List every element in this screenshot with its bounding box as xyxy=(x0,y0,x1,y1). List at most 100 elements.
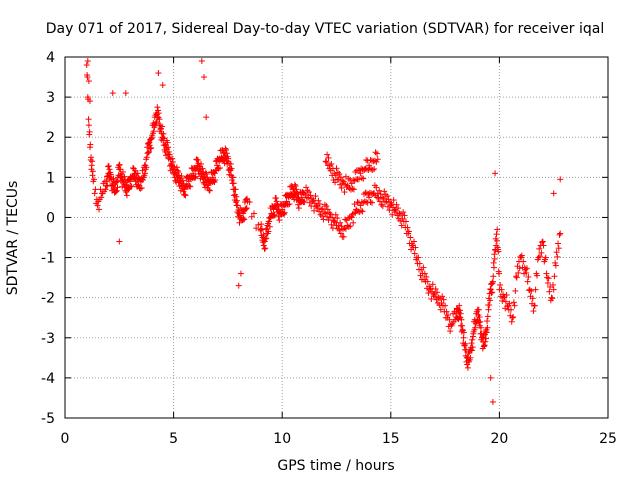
data-point-fill xyxy=(372,149,379,156)
data-point-fill xyxy=(137,185,144,192)
data-point-fill xyxy=(142,170,149,177)
data-point-fill xyxy=(215,165,222,172)
data-point-fill xyxy=(407,234,414,241)
data-point xyxy=(374,156,381,163)
data-point xyxy=(283,198,290,205)
data-point-fill xyxy=(345,184,352,191)
data-point-fill xyxy=(539,239,546,246)
data-point-fill xyxy=(176,172,183,179)
data-point-fill xyxy=(104,182,111,189)
data-point-fill xyxy=(333,222,340,229)
data-point-fill xyxy=(192,173,199,180)
data-point-fill xyxy=(250,210,257,217)
data-point-fill xyxy=(421,270,428,277)
data-point-fill xyxy=(203,170,210,177)
y-axis-label: SDTVAR / TECUs xyxy=(5,181,21,296)
data-point-fill xyxy=(266,215,273,222)
data-point-fill xyxy=(334,176,341,183)
data-point-fill xyxy=(484,313,491,320)
data-point-fill xyxy=(198,160,205,167)
data-point-fill xyxy=(552,259,559,266)
data-point-fill xyxy=(182,192,189,199)
data-point-fill xyxy=(510,299,517,306)
data-point-fill xyxy=(194,156,201,163)
data-point-fill xyxy=(113,188,120,195)
data-point-fill xyxy=(432,285,439,292)
data-point-fill xyxy=(546,288,553,295)
data-point-fill xyxy=(191,174,198,181)
data-point-fill xyxy=(228,177,235,184)
data-point-fill xyxy=(174,167,181,174)
data-point-fill xyxy=(328,221,335,228)
data-point-fill xyxy=(270,211,277,218)
data-point-fill xyxy=(284,201,291,208)
data-point-fill xyxy=(139,167,146,174)
data-point-fill xyxy=(258,221,265,228)
data-point-fill xyxy=(319,213,326,220)
data-point-fill xyxy=(366,189,373,196)
data-point-fill xyxy=(304,187,311,194)
data-point xyxy=(85,122,92,129)
data-point-fill xyxy=(469,333,476,340)
data-point-fill xyxy=(553,249,560,256)
data-point-fill xyxy=(536,253,543,260)
data-point-fill xyxy=(230,180,237,187)
data-point-fill xyxy=(345,175,352,182)
data-point-fill xyxy=(276,217,283,224)
data-point-fill xyxy=(195,160,202,167)
data-point-fill xyxy=(483,329,490,336)
data-point-fill xyxy=(347,223,354,230)
data-point-fill xyxy=(324,151,331,158)
data-point-fill xyxy=(350,177,357,184)
data-point-fill xyxy=(395,205,402,212)
data-point-fill xyxy=(420,264,427,271)
data-point-fill xyxy=(132,167,139,174)
data-point xyxy=(366,194,373,201)
data-point-fill xyxy=(427,285,434,292)
data-point-fill xyxy=(96,206,103,213)
data-point-fill xyxy=(180,188,187,195)
data-point-fill xyxy=(358,175,365,182)
data-point-fill xyxy=(389,211,396,218)
data-point-fill xyxy=(281,209,288,216)
data-point xyxy=(340,226,347,233)
data-point-fill xyxy=(442,302,449,309)
data-point-fill xyxy=(246,199,253,206)
data-point-fill xyxy=(379,203,386,210)
data-point-fill xyxy=(371,157,378,164)
x-tick-label: 15 xyxy=(382,431,400,447)
y-tick-label: 0 xyxy=(46,210,55,226)
data-point-fill xyxy=(332,219,339,226)
data-point-fill xyxy=(476,314,483,321)
data-point-fill xyxy=(447,321,454,328)
data-point-fill xyxy=(286,201,293,208)
data-point-fill xyxy=(270,213,277,220)
data-point-fill xyxy=(123,181,130,188)
data-point-fill xyxy=(89,168,96,175)
data-point-fill xyxy=(508,318,515,325)
data-point-fill xyxy=(503,291,510,298)
data-point-fill xyxy=(193,156,200,163)
data-point-fill xyxy=(392,209,399,216)
data-point-fill xyxy=(377,191,384,198)
data-point-fill xyxy=(431,293,438,300)
data-point-fill xyxy=(336,170,343,177)
data-point-fill xyxy=(525,273,532,280)
data-point-fill xyxy=(145,149,152,156)
data-point-fill xyxy=(199,165,206,172)
data-point xyxy=(211,170,218,177)
data-point-fill xyxy=(367,199,374,206)
data-point-fill xyxy=(123,192,130,199)
data-point-fill xyxy=(460,334,467,341)
data-point-fill xyxy=(375,195,382,202)
data-point-fill xyxy=(86,128,93,135)
data-point-fill xyxy=(273,195,280,202)
data-point-fill xyxy=(549,295,556,302)
data-point-fill xyxy=(216,164,223,171)
data-point-fill xyxy=(105,163,112,170)
data-point-fill xyxy=(345,223,352,230)
data-point-fill xyxy=(295,201,302,208)
data-point-fill xyxy=(324,206,331,213)
data-point-fill xyxy=(347,213,354,220)
data-point-fill xyxy=(243,196,250,203)
